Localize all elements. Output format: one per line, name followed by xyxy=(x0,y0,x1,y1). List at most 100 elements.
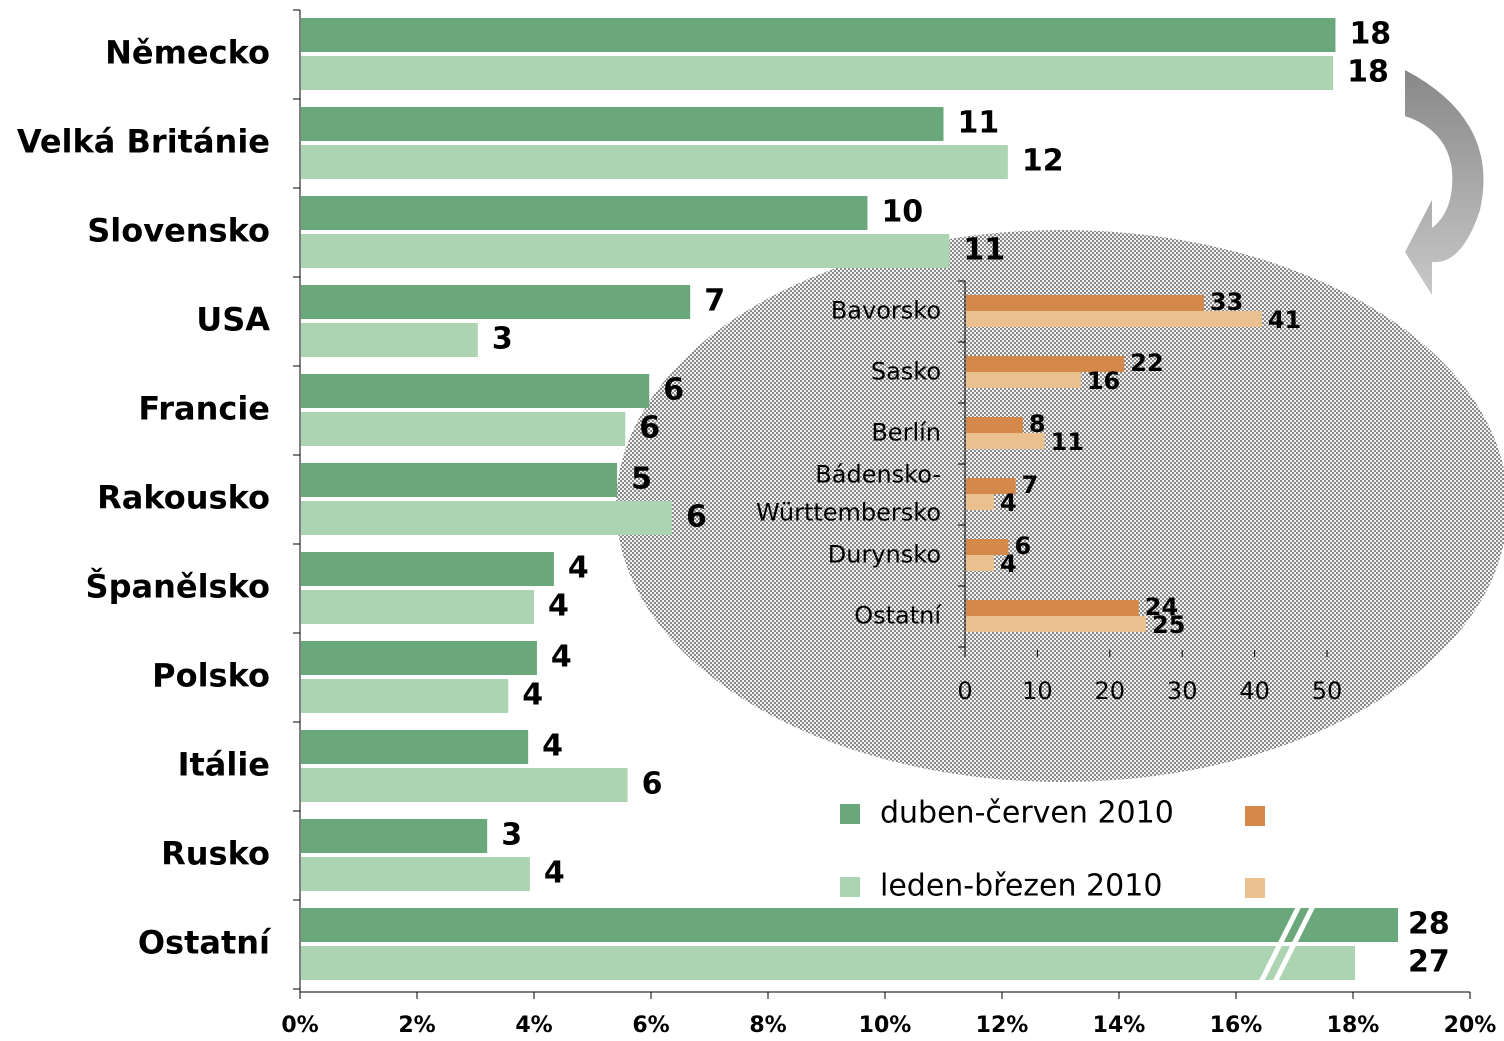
x-tick-label: 40 xyxy=(1239,677,1270,705)
y-tick-label: Polsko xyxy=(152,657,270,695)
data-label: 6 xyxy=(686,500,707,535)
bar xyxy=(966,555,994,571)
bar xyxy=(301,946,1355,980)
data-label: 5 xyxy=(631,462,652,497)
x-tick-label: 30 xyxy=(1167,677,1198,705)
x-tick-label: 10% xyxy=(859,1013,912,1038)
bar xyxy=(301,501,673,535)
legend-swatch xyxy=(1245,806,1265,826)
legend-label: duben-červen 2010 xyxy=(880,796,1174,831)
y-tick-label: Ostatní xyxy=(138,924,272,962)
bar xyxy=(966,478,1016,494)
data-label: 4 xyxy=(568,551,589,586)
y-tick-label: Slovensko xyxy=(87,212,270,250)
bar xyxy=(301,768,628,802)
legend-swatch xyxy=(840,877,860,897)
y-tick-label: Velká Británie xyxy=(17,123,270,161)
x-tick-label: 2% xyxy=(398,1013,435,1038)
bar xyxy=(966,616,1146,632)
data-label: 4 xyxy=(522,678,543,713)
bar xyxy=(301,552,554,586)
data-label: 6 xyxy=(1014,532,1031,560)
bar xyxy=(966,417,1023,433)
data-label: 6 xyxy=(639,411,660,446)
bar xyxy=(966,372,1081,388)
x-tick-label: 8% xyxy=(749,1013,786,1038)
y-tick-label: Rakousko xyxy=(97,479,270,517)
data-label: 10 xyxy=(881,195,923,230)
bar xyxy=(301,819,488,853)
bar xyxy=(301,145,1008,179)
data-label: 6 xyxy=(642,767,663,802)
bar xyxy=(301,412,626,446)
data-label: 24 xyxy=(1145,593,1178,621)
data-label: 22 xyxy=(1130,349,1163,377)
legend-label: leden-březen 2010 xyxy=(880,869,1162,904)
x-tick-label: 10 xyxy=(1022,677,1053,705)
y-tick-label: Bavorsko xyxy=(831,297,941,325)
bar xyxy=(966,539,1009,555)
y-tick-label: Španělsko xyxy=(86,567,270,606)
data-label: 11 xyxy=(963,233,1005,268)
y-tick-label: Německo xyxy=(105,34,270,72)
data-label: 27 xyxy=(1408,945,1450,980)
data-label: 12 xyxy=(1022,144,1064,179)
bar xyxy=(301,18,1336,52)
bar xyxy=(301,285,691,319)
data-label: 6 xyxy=(663,373,684,408)
bar-chart: 0% 2% 4% 6% 8% 10% 12% 14% 16% 18% 20% Německo Velká… xyxy=(17,9,1497,1038)
data-label: 28 xyxy=(1408,907,1450,942)
x-tick-label: 0 xyxy=(957,677,972,705)
x-tick-label: 50 xyxy=(1312,677,1343,705)
x-tick-label: 20 xyxy=(1095,677,1126,705)
bar xyxy=(301,196,868,230)
bar xyxy=(301,234,950,268)
y-tick-label: Rusko xyxy=(161,835,270,873)
bar xyxy=(301,908,1398,942)
bar xyxy=(301,323,478,357)
y-tick-label: Bádensko-Württembersko xyxy=(756,461,941,527)
y-tick-label: USA xyxy=(196,301,270,339)
legend-swatch xyxy=(840,804,860,824)
x-tick-label: 18% xyxy=(1327,1013,1380,1038)
arrow xyxy=(1405,70,1484,295)
data-label: 11 xyxy=(958,106,1000,141)
y-tick-label: Itálie xyxy=(178,746,270,784)
bar xyxy=(301,107,944,141)
data-label: 4 xyxy=(551,640,572,675)
bar xyxy=(966,295,1204,311)
data-label: 11 xyxy=(1051,428,1084,456)
data-label: 8 xyxy=(1029,410,1046,438)
bar xyxy=(301,641,537,675)
data-label: 4 xyxy=(1000,550,1017,578)
legend: duben-červen 2010 leden-březen 2010 xyxy=(840,796,1265,904)
axis-break xyxy=(1257,902,1317,986)
x-tick-label: 4% xyxy=(515,1013,552,1038)
bar xyxy=(301,56,1334,90)
data-label: 4 xyxy=(544,856,565,891)
data-label: 7 xyxy=(704,284,725,319)
data-label: 7 xyxy=(1022,471,1039,499)
y-tick-label: Berlín xyxy=(871,419,941,447)
bar xyxy=(966,433,1045,449)
bar xyxy=(301,679,509,713)
data-label: 18 xyxy=(1349,17,1391,52)
data-label: 25 xyxy=(1152,611,1185,639)
bar xyxy=(966,356,1125,372)
x-tick-label: 12% xyxy=(976,1013,1029,1038)
x-tick-label: 0% xyxy=(281,1013,318,1038)
y-tick-label: Ostatní xyxy=(854,602,942,630)
legend-swatch xyxy=(1245,878,1265,898)
bar xyxy=(301,590,534,624)
data-label: 3 xyxy=(501,818,522,853)
y-tick-label: Durynsko xyxy=(828,541,941,569)
x-tick-label: 6% xyxy=(632,1013,669,1038)
data-label: 4 xyxy=(542,729,563,764)
y-tick-label: Sasko xyxy=(871,358,941,386)
bar xyxy=(966,494,994,510)
x-tick-label: 16% xyxy=(1210,1013,1263,1038)
x-tick-label: 20% xyxy=(1444,1013,1497,1038)
inset-background xyxy=(616,230,1504,782)
data-label: 3 xyxy=(492,322,513,357)
